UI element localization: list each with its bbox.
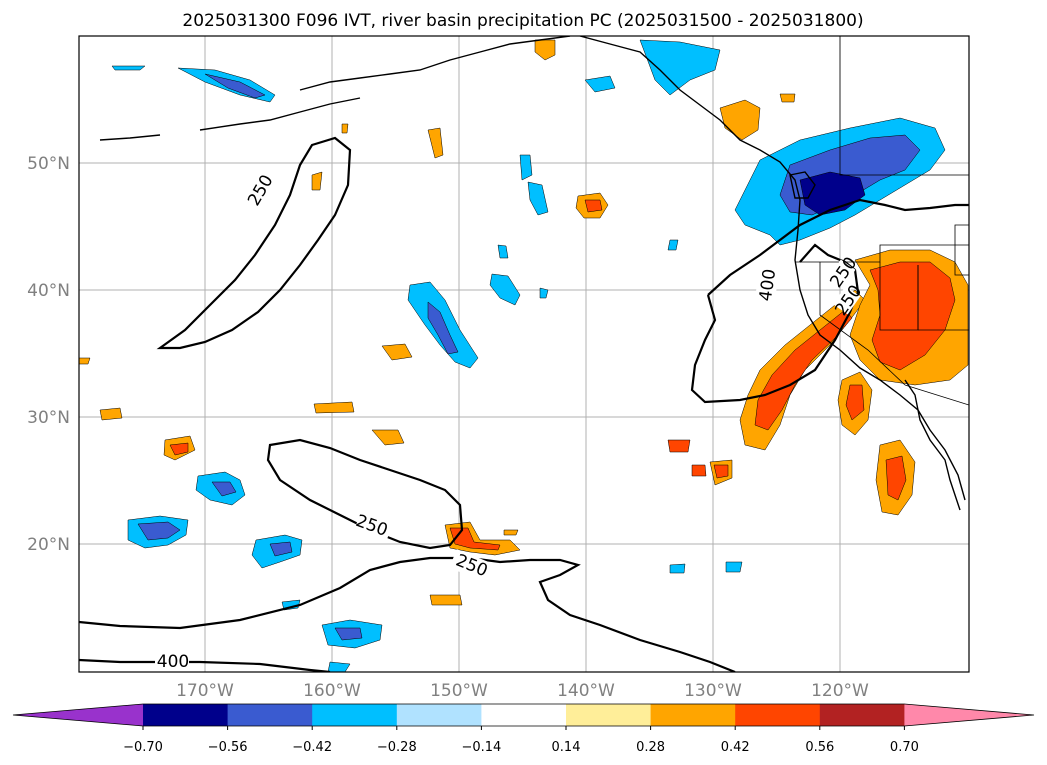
colorbar-segment: [650, 704, 736, 726]
colorbar-segment: [312, 704, 398, 726]
colorbar-segment: [566, 704, 652, 726]
colorbar-segment: [227, 704, 313, 726]
colorbar-tick-label: −0.70: [123, 740, 163, 755]
colorbar-tick-label: 0.70: [890, 740, 919, 755]
map-frame: [78, 35, 970, 673]
colorbar-extend-max: [904, 704, 1034, 726]
colorbar-segment: [735, 704, 821, 726]
colorbar-tick-label: 0.56: [805, 740, 834, 755]
lon-label: 170°W: [176, 681, 234, 701]
latitude-labels: 50°N 40°N 30°N 20°N: [27, 154, 70, 555]
negative-pc-areas: [111, 39, 946, 672]
contour-label: 400: [157, 652, 189, 672]
colorbar-tick-label: −0.28: [377, 740, 417, 755]
colorbar-tick-label: 0.42: [721, 740, 750, 755]
colorbar-ticks: −0.70 −0.56 −0.42 −0.28 −0.14 0.14 0.28 0.42 0.5…: [123, 726, 919, 755]
lon-label: 130°W: [684, 681, 742, 701]
colorbar-tick-label: −0.42: [292, 740, 332, 755]
colorbar: [12, 703, 1035, 727]
colorbar-segment: [481, 704, 567, 726]
lon-label: 160°W: [303, 681, 361, 701]
colorbar-tick-label: 0.28: [636, 740, 665, 755]
lat-label: 20°N: [27, 535, 70, 555]
lon-label: 150°W: [430, 681, 488, 701]
colorbar-tick-label: −0.56: [208, 740, 248, 755]
colorbar-segment: [819, 704, 905, 726]
colorbar-tick-label: −0.14: [461, 740, 501, 755]
contour-label: 400: [756, 268, 780, 303]
colorbar-segment: [143, 704, 229, 726]
lat-label: 50°N: [27, 154, 70, 174]
colorbar-extend-min: [13, 704, 143, 726]
lon-label: 120°W: [811, 681, 869, 701]
lat-label: 30°N: [27, 408, 70, 428]
state-borders: [795, 36, 969, 406]
longitude-labels: 170°W 160°W 150°W 140°W 130°W 120°W: [176, 681, 869, 701]
colorbar-tick-label: 0.14: [552, 740, 581, 755]
lat-label: 40°N: [27, 281, 70, 301]
coastlines: [99, 36, 966, 511]
map-title: 2025031300 F096 IVT, river basin precipi…: [182, 11, 863, 31]
lon-label: 140°W: [557, 681, 615, 701]
colorbar-segment: [396, 704, 482, 726]
